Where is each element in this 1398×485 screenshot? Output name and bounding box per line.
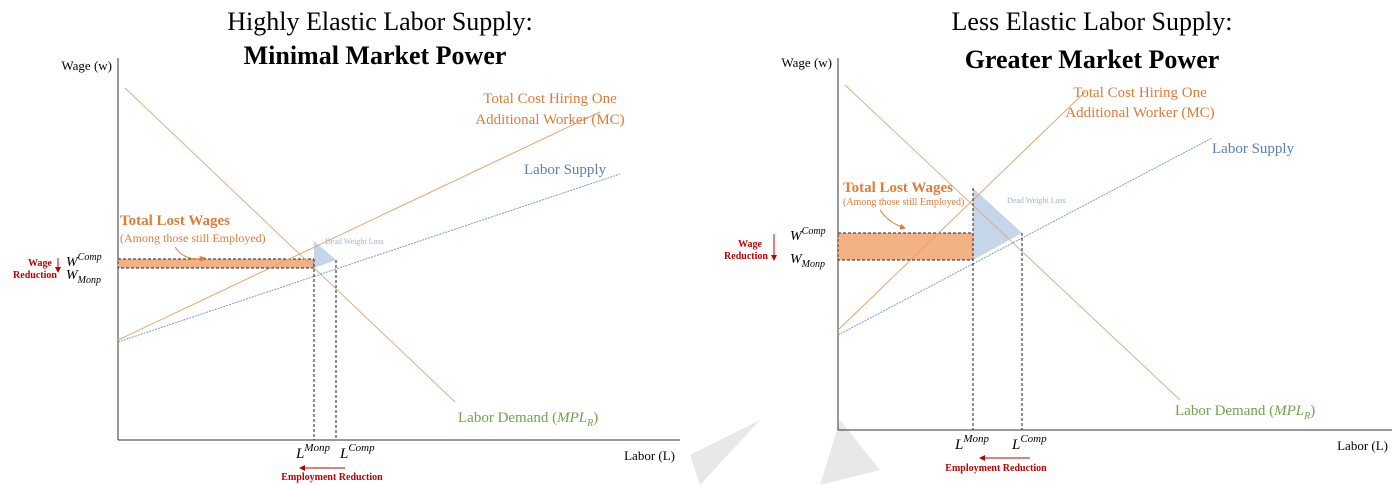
dwl-label: Dead Weight Loss	[325, 237, 384, 246]
employment-reduction: Employment Reduction	[281, 472, 383, 483]
mc-curve	[837, 91, 1086, 331]
l-comp: LComp	[339, 442, 375, 462]
y-axis-label: Wage (w)	[781, 55, 832, 70]
title: Less Elastic Labor Supply:	[952, 7, 1233, 36]
title: Minimal Market Power	[244, 41, 507, 70]
panel-right: Less Elastic Labor Supply: Greater Marke…	[724, 7, 1392, 474]
mc-label: Total Cost Hiring One	[483, 91, 617, 107]
arrow	[879, 209, 906, 230]
dwl-area	[973, 188, 1022, 260]
wage-reduction: Reduction	[13, 270, 57, 281]
lost-wages-title: Total Lost Wages	[843, 180, 953, 196]
arrow	[174, 246, 206, 262]
w-comp: WComp	[790, 226, 826, 244]
supply-label: Labor Supply	[1212, 141, 1295, 157]
mc-label: Additional Worker (MC)	[1065, 105, 1214, 121]
x-axis-label: Labor (L)	[624, 448, 675, 463]
lost-wages-area	[117, 258, 315, 269]
l-monp: LMonp	[954, 433, 990, 453]
mc-label: Additional Worker (MC)	[475, 112, 624, 128]
lost-wages-title: Total Lost Wages	[120, 213, 230, 229]
w-comp: WComp	[66, 252, 102, 270]
lost-wages-note: (Among those still Employed)	[843, 197, 964, 208]
supply-curve	[837, 137, 1213, 336]
title: Highly Elastic Labor Supply:	[227, 7, 532, 36]
employment-reduction: Employment Reduction	[945, 463, 1047, 474]
l-comp: LComp	[1011, 433, 1047, 453]
wage-reduction: Reduction	[724, 251, 768, 262]
lost-wages-area	[837, 232, 974, 261]
wage-reduction: Wage	[28, 258, 52, 269]
demand-label: Labor Demand (MPLR)	[458, 410, 598, 429]
w-monp: WMonp	[790, 252, 825, 270]
demand-curve	[124, 87, 456, 403]
demand-label: Labor Demand (MPLR)	[1175, 403, 1315, 422]
wage-reduction: Wage	[738, 239, 762, 250]
watermark	[690, 420, 880, 485]
supply-curve	[117, 173, 621, 343]
demand-curve	[844, 84, 1181, 401]
dwl-label: Dead Weight Loss	[1007, 196, 1066, 205]
supply-label: Labor Supply	[524, 162, 607, 178]
lost-wages-note: (Among those still Employed)	[120, 231, 266, 245]
mc-label: Total Cost Hiring One	[1073, 85, 1207, 101]
w-monp: WMonp	[66, 268, 101, 286]
x-axis-label: Labor (L)	[1337, 438, 1388, 453]
l-monp: LMonp	[295, 442, 331, 462]
title: Greater Market Power	[965, 45, 1220, 74]
mc-curve	[117, 111, 601, 341]
panel-left: Highly Elastic Labor Supply: Minimal Mar…	[13, 7, 680, 483]
dwl-area	[314, 241, 336, 268]
y-axis-label: Wage (w)	[61, 58, 112, 73]
